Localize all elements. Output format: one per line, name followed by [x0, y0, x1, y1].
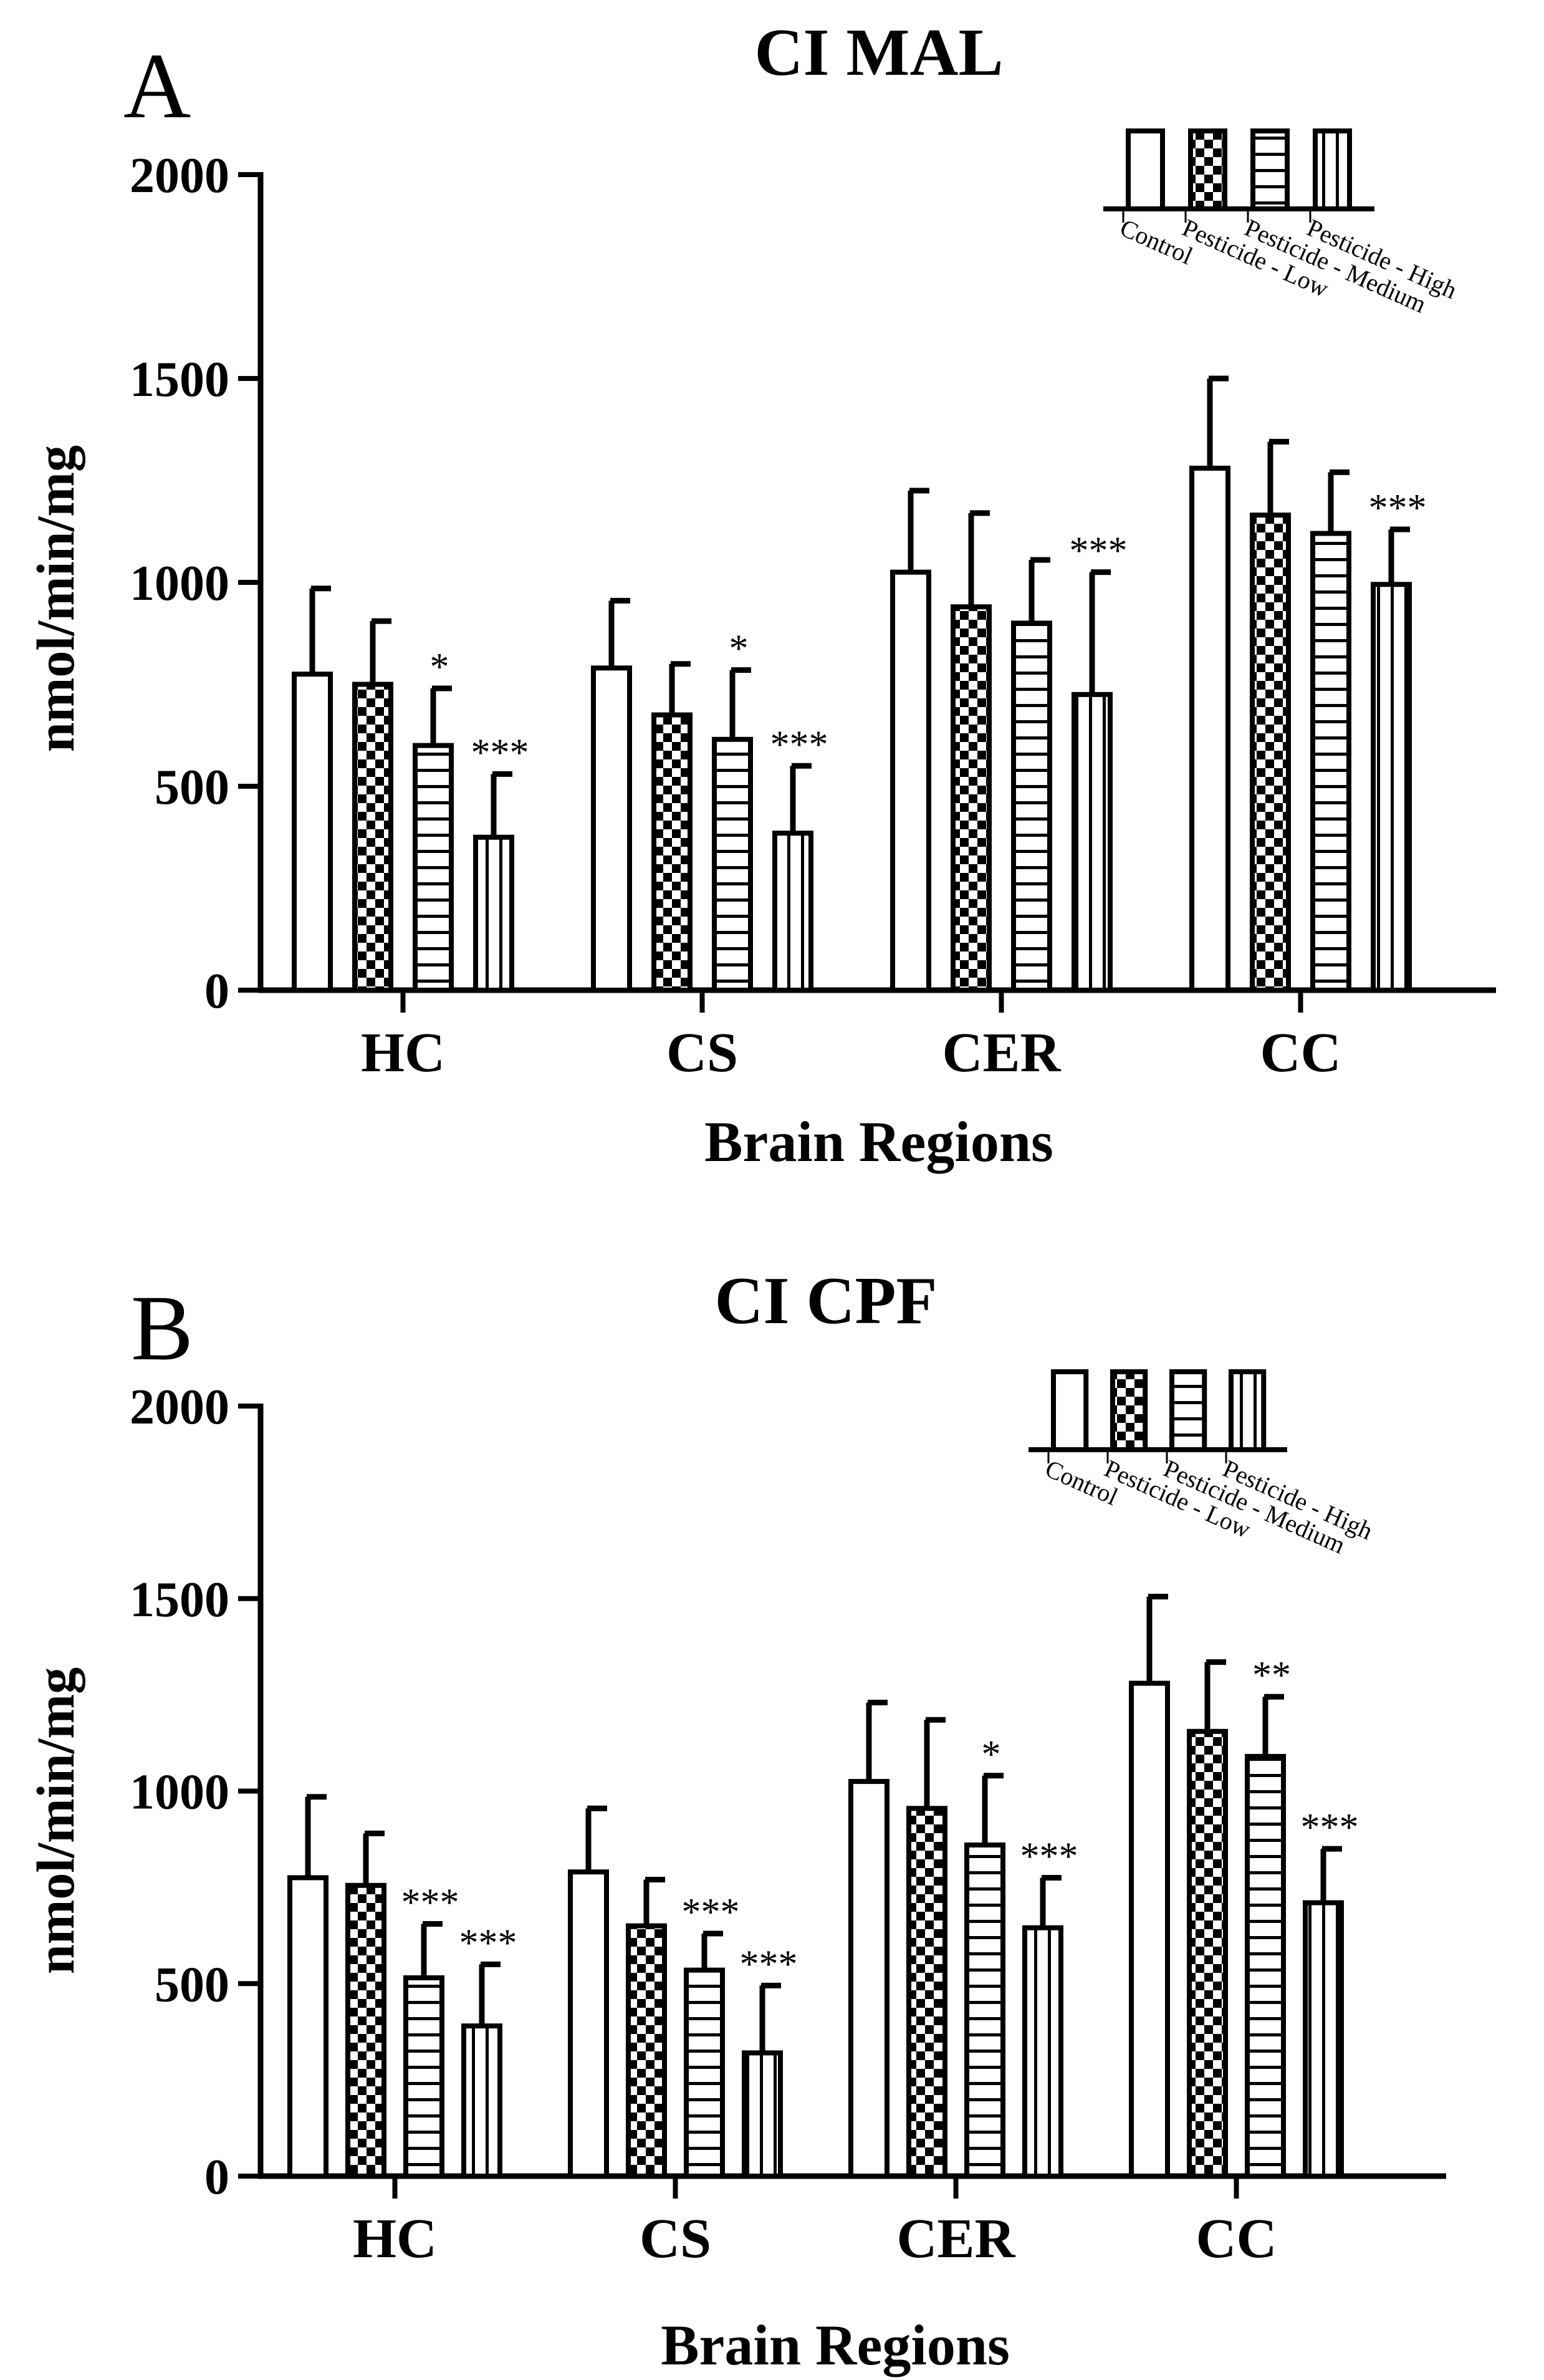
significance-label: *	[430, 646, 449, 688]
bar	[1187, 1728, 1228, 2179]
bar	[684, 1967, 725, 2179]
significance-label: ***	[459, 1922, 517, 1964]
significance-label: **	[1252, 1654, 1291, 1697]
bar	[403, 1975, 444, 2179]
y-tick-label: 1500	[130, 1573, 229, 1627]
x-axis-label: Brain Regions	[661, 2313, 1010, 2377]
chart-title: CI MAL	[755, 16, 1004, 90]
y-tick-label: 2000	[130, 1380, 229, 1435]
x-category-label: HC	[353, 2208, 437, 2270]
bar	[413, 743, 454, 993]
x-category-label: CS	[666, 1022, 738, 1084]
bar	[1022, 1925, 1063, 2179]
chart-title: CI CPF	[715, 1264, 937, 1338]
significance-label: ***	[1070, 530, 1128, 572]
x-category-label: CC	[1260, 1022, 1341, 1084]
panel-b: B CI CPF nmol/min/mg Brain Regions 0 500 1…	[26, 1264, 1446, 2377]
significance-label: ***	[1369, 487, 1427, 529]
significance-label: ***	[471, 731, 529, 774]
significance-label: ***	[770, 723, 828, 766]
bar	[742, 2050, 783, 2179]
significance-label: ***	[740, 1943, 798, 1985]
y-tick-label: 1000	[130, 556, 229, 611]
bar	[1011, 620, 1052, 993]
y-tick-label: 1000	[130, 1765, 229, 1820]
bar	[906, 1806, 947, 2179]
x-category-label: HC	[361, 1022, 445, 1084]
y-axis-label: nmol/min/mg	[26, 445, 85, 752]
legend-swatch	[1169, 1369, 1207, 1452]
bar	[461, 2023, 502, 2179]
bar	[1129, 1680, 1170, 2179]
significance-label: ***	[401, 1882, 459, 1924]
y-ticks: 0 500 1000 1500 2000	[130, 148, 261, 1019]
bar	[712, 736, 753, 993]
y-ticks: 0 500 1000 1500 2000	[130, 1380, 261, 2205]
y-tick-label: 2000	[130, 148, 229, 203]
bar	[591, 665, 632, 993]
y-tick-label: 500	[155, 760, 229, 815]
bar	[1189, 465, 1230, 993]
bar	[1250, 513, 1291, 993]
legend-swatch	[1110, 1369, 1148, 1452]
significance-label: ***	[1020, 1835, 1078, 1877]
x-category-label: CS	[640, 2208, 711, 2270]
legend-swatch	[1250, 128, 1290, 211]
bar	[1072, 691, 1113, 993]
bar	[345, 1882, 386, 2179]
bar	[292, 672, 333, 993]
significance-label: ***	[682, 1891, 740, 1934]
bar	[890, 569, 931, 993]
bars: * **** *********	[292, 375, 1427, 993]
legend-swatch	[1126, 128, 1165, 211]
y-tick-label: 500	[155, 1957, 229, 2012]
bar	[1303, 1900, 1344, 2179]
y-axis-label: nmol/min/mg	[26, 1667, 85, 1974]
x-category-label: CER	[942, 1022, 1061, 1084]
legend-swatch	[1188, 128, 1227, 211]
panel-letter: A	[123, 34, 191, 138]
bar	[352, 682, 393, 993]
bar	[772, 831, 813, 993]
bar	[473, 834, 514, 993]
bar	[1310, 531, 1351, 993]
bar	[568, 1869, 609, 2179]
y-tick-label: 0	[204, 964, 229, 1019]
bar	[626, 1923, 667, 2179]
bar	[964, 1842, 1005, 2179]
x-category-label: CER	[896, 2208, 1015, 2270]
bar	[287, 1875, 328, 2179]
panel-letter: B	[131, 1276, 193, 1380]
x-categories: HC CS CER CC	[361, 990, 1341, 1084]
significance-label: ***	[1301, 1806, 1359, 1849]
bar	[1371, 582, 1412, 993]
significance-label: *	[982, 1733, 1001, 1776]
legend-swatch	[1051, 1369, 1089, 1452]
bar	[951, 604, 992, 993]
panel-a: A CI MAL nmol/min/mg Brain Regions 0 500 1…	[26, 16, 1496, 1173]
x-category-label: CC	[1196, 2208, 1277, 2270]
legend-swatch	[1229, 1369, 1267, 1452]
legend-swatch	[1313, 128, 1352, 211]
significance-label: *	[729, 628, 749, 670]
x-categories: HC CS CER CC	[353, 2176, 1277, 2270]
bar	[848, 1779, 889, 2179]
y-tick-label: 1500	[130, 352, 229, 407]
bar	[1245, 1753, 1286, 2179]
bar	[651, 712, 693, 993]
y-tick-label: 0	[204, 2150, 229, 2205]
bars: *** ********* *********	[287, 1594, 1359, 2179]
x-axis-label: Brain Regions	[704, 1110, 1053, 1173]
